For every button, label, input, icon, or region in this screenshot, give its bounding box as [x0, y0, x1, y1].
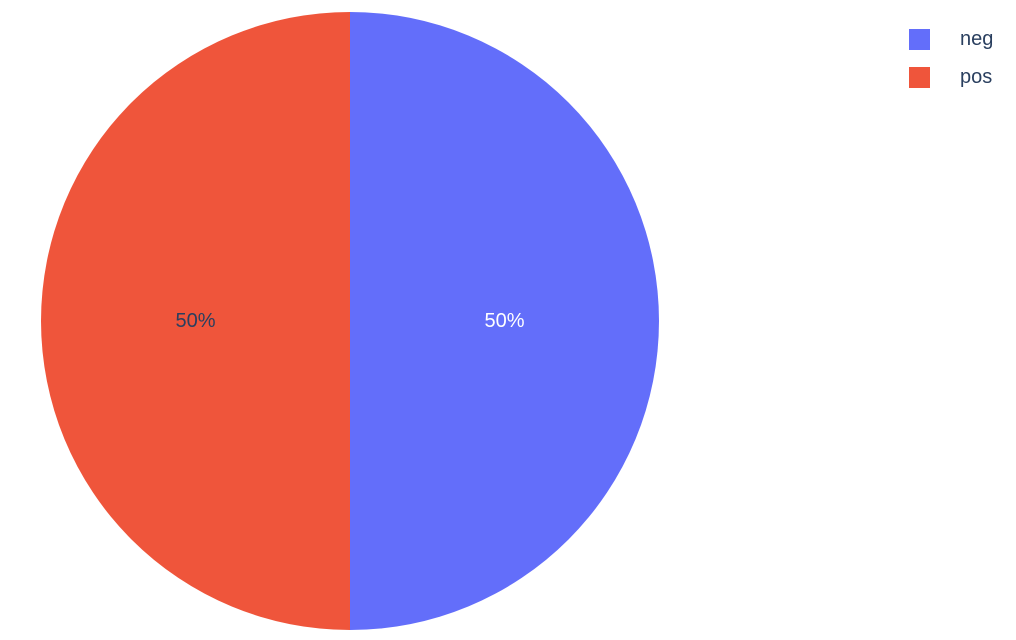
legend-item-neg[interactable]: neg [909, 29, 993, 50]
legend: neg pos [909, 29, 993, 88]
pie-slice-neg[interactable] [350, 12, 659, 630]
legend-swatch-pos [909, 67, 930, 88]
pie-slice-pos[interactable] [41, 12, 350, 630]
legend-swatch-neg [909, 29, 930, 50]
legend-label-neg: neg [960, 28, 994, 50]
legend-item-pos[interactable]: pos [909, 67, 993, 88]
slice-label-neg: 50% [484, 310, 524, 332]
legend-label-pos: pos [960, 66, 993, 88]
slice-label-pos: 50% [175, 310, 215, 332]
